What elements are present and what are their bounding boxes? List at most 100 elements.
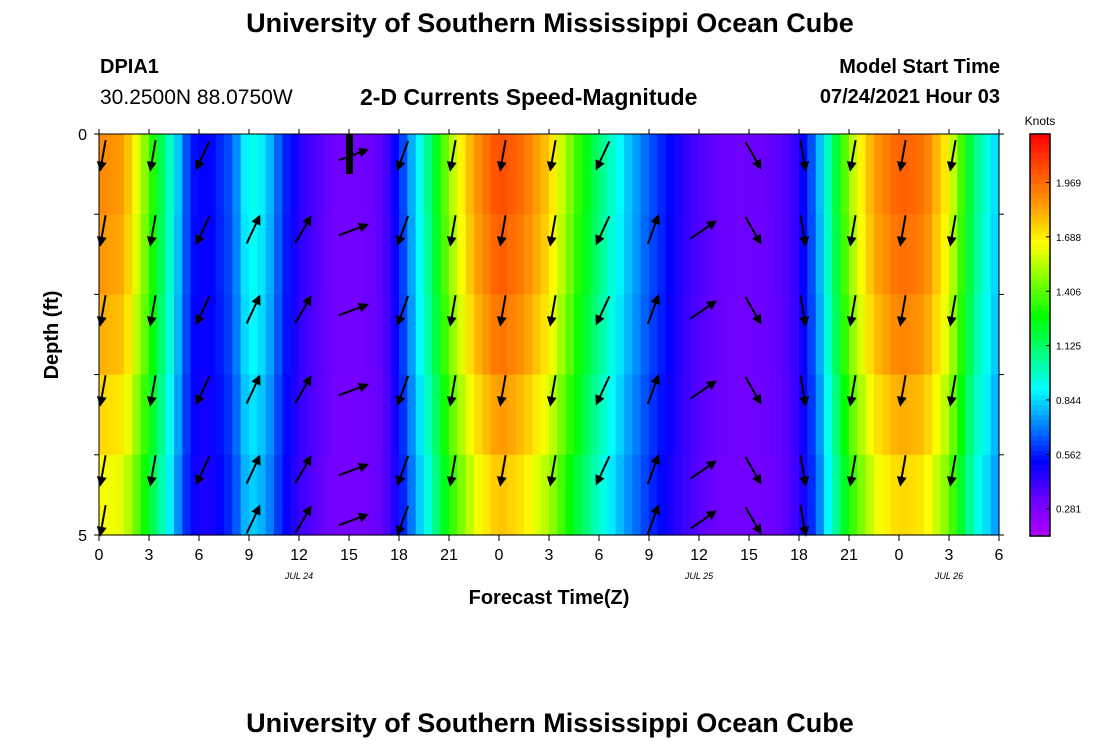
heatmap-cell <box>549 294 558 376</box>
heatmap-cell <box>432 454 442 536</box>
heatmap-cell <box>165 454 175 536</box>
heatmap-cell <box>865 214 875 295</box>
heatmap-cell <box>349 374 358 456</box>
heatmap-cell <box>365 294 375 376</box>
x-tick-label: 3 <box>945 547 954 564</box>
heatmap-cell <box>415 134 425 215</box>
heatmap-cell <box>390 374 400 456</box>
heatmap-cell <box>674 454 683 536</box>
heatmap-cell <box>957 214 967 295</box>
heatmap-cell <box>615 214 625 295</box>
heatmap-cell <box>515 214 525 295</box>
heatmap-cell <box>140 294 150 376</box>
current-vector-arrow <box>546 295 557 327</box>
colorbar-segment <box>1030 380 1050 386</box>
heatmap-cell <box>882 214 892 295</box>
colorbar-segment <box>1030 234 1050 241</box>
heatmap-cell <box>515 454 525 536</box>
heatmap-cell <box>340 374 350 456</box>
heatmap-cell <box>607 374 617 456</box>
heatmap-cell <box>540 134 550 215</box>
heatmap-cell <box>907 294 917 376</box>
heatmap-cell <box>590 294 600 376</box>
colorbar-segment <box>1030 184 1050 190</box>
heatmap-cell <box>332 294 342 376</box>
heatmap-cell <box>340 294 350 376</box>
heatmap-cell <box>465 454 475 536</box>
heatmap-cell <box>724 134 733 215</box>
heatmap-cell <box>690 294 700 376</box>
heatmap-cell <box>290 134 300 215</box>
heatmap-cell <box>924 454 933 536</box>
current-vector-arrow <box>496 295 507 327</box>
current-vector-arrow <box>245 294 261 325</box>
heatmap-cell <box>315 134 325 215</box>
heatmap-cell <box>765 454 775 536</box>
heatmap-cell <box>707 454 717 536</box>
heatmap-cell <box>332 214 342 295</box>
heatmap-cell <box>524 374 533 456</box>
heatmap-cell <box>282 454 292 536</box>
heatmap-cell <box>690 374 700 456</box>
heatmap-cell <box>115 214 125 295</box>
heatmap-cell <box>724 294 733 376</box>
heatmap-cell <box>765 134 775 215</box>
colorbar-segment <box>1030 475 1050 482</box>
heatmap-cell <box>157 214 167 295</box>
heatmap-cell <box>840 374 850 456</box>
heatmap-cell <box>540 374 550 456</box>
x-tick-label: 3 <box>545 547 554 564</box>
heatmap-cell <box>299 454 308 536</box>
heatmap-cell <box>874 134 883 215</box>
heatmap-cell <box>524 294 533 376</box>
heatmap-cell <box>532 374 542 456</box>
current-vector-arrow <box>245 454 261 485</box>
heatmap-cell <box>607 214 617 295</box>
heatmap-cell <box>399 454 408 536</box>
current-vector-arrow <box>195 455 211 486</box>
heatmap-cell <box>657 454 667 536</box>
heatmap-cell <box>224 454 233 536</box>
heatmap-cell <box>924 214 933 295</box>
heatmap-cell <box>332 374 342 456</box>
current-vector-arrow <box>294 215 312 244</box>
heatmap-cell <box>249 454 258 536</box>
heatmap-cell <box>757 294 767 376</box>
colorbar-segment <box>1030 304 1050 311</box>
heatmap-cell <box>624 374 633 456</box>
heatmap-cell <box>590 454 600 536</box>
heatmap-cell <box>440 294 450 376</box>
heatmap-cell <box>865 134 875 215</box>
heatmap-cell <box>457 294 467 376</box>
heatmap-cell <box>190 374 200 456</box>
current-vector-arrow <box>896 375 907 407</box>
heatmap-cell <box>307 294 317 376</box>
current-vector-arrow <box>395 505 410 536</box>
heatmap-cell <box>149 454 158 536</box>
heatmap-cell <box>565 454 575 536</box>
heatmap-cell <box>124 454 133 536</box>
heatmap-cell <box>424 134 433 215</box>
current-vector-arrow <box>799 505 810 537</box>
colorbar-segment <box>1030 289 1050 296</box>
heatmap-cell <box>274 374 283 456</box>
heatmap-cell <box>424 214 433 295</box>
heatmap-cell <box>649 134 658 215</box>
heatmap-cell <box>915 374 925 456</box>
heatmap-cell <box>965 134 975 215</box>
current-vector-arrow <box>690 380 717 400</box>
heatmap-cell <box>990 134 1000 215</box>
colorbar-segment <box>1030 149 1050 155</box>
heatmap-cell <box>199 294 208 376</box>
heatmap-cell <box>515 374 525 456</box>
heatmap-cell <box>749 294 758 376</box>
heatmap-cell <box>732 294 742 376</box>
heatmap-cell <box>232 294 242 376</box>
heatmap-cell <box>457 454 467 536</box>
heatmap-cell <box>715 134 725 215</box>
heatmap-cell <box>224 134 233 215</box>
current-vector-arrow <box>799 215 810 247</box>
heatmap-cell <box>665 374 675 456</box>
colorbar-segment <box>1030 350 1050 356</box>
